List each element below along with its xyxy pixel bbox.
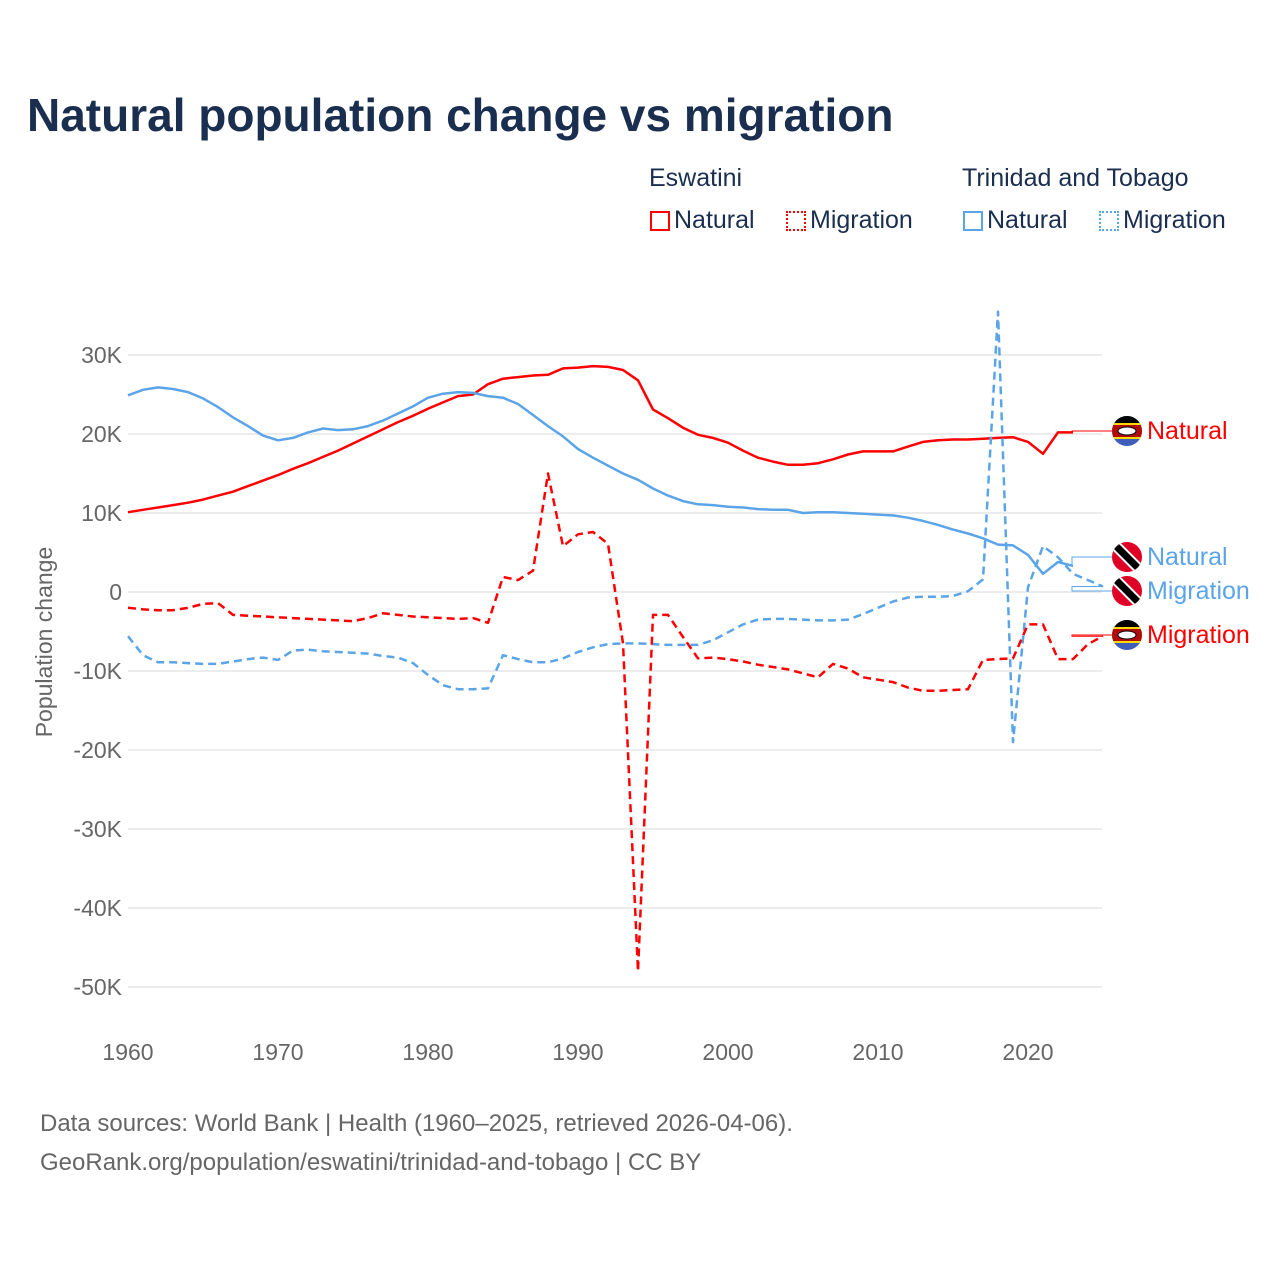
legend-eswatini-natural[interactable]: Natural	[650, 206, 755, 235]
y-tick-label: 20K	[81, 421, 123, 447]
source-line-1: Data sources: World Bank | Health (1960–…	[40, 1110, 793, 1137]
x-tick-label: 1990	[552, 1039, 603, 1065]
series-end-label: Migration	[1147, 621, 1250, 649]
legend-group-eswatini: Eswatini	[649, 164, 743, 192]
label-connector	[1071, 556, 1112, 567]
legend-tt-natural[interactable]: Natural	[963, 206, 1068, 235]
y-axis-label: Population change	[31, 547, 57, 738]
y-tick-label: -40K	[73, 895, 122, 921]
y-tick-label: 30K	[81, 342, 123, 368]
y-tick-label: 0	[109, 579, 122, 605]
legend-swatch	[1099, 211, 1119, 231]
trinidad-and-tobago-flag-icon	[1112, 576, 1142, 606]
x-tick-label: 1960	[102, 1039, 153, 1065]
series-end-label: Natural	[1147, 417, 1228, 445]
series-end-label: Migration	[1147, 577, 1250, 605]
source-line-2[interactable]: GeoRank.org/population/eswatini/trinidad…	[40, 1149, 702, 1176]
legend-label: Migration	[1123, 206, 1226, 234]
label-connector	[1071, 430, 1112, 433]
eswatini-flag-icon	[1112, 620, 1142, 650]
series-end-label: Natural	[1147, 543, 1228, 571]
y-tick-label: -30K	[73, 816, 122, 842]
chart-title: Natural population change vs migration	[27, 89, 894, 141]
x-tick-label: 2000	[702, 1039, 753, 1065]
legend-label: Natural	[674, 206, 755, 234]
legend-label: Natural	[987, 206, 1068, 234]
label-connector	[1071, 585, 1112, 592]
y-tick-label: -10K	[73, 658, 122, 684]
legend-tt-migration[interactable]: Migration	[1099, 206, 1226, 235]
legend-eswatini-migration[interactable]: Migration	[786, 206, 913, 235]
x-tick-label: 2010	[852, 1039, 903, 1065]
series-line-trinidad-and-tobago-migration	[127, 310, 1104, 744]
trinidad-and-tobago-flag-icon	[1112, 542, 1142, 572]
legend-label: Migration	[810, 206, 913, 234]
y-tick-label: -50K	[73, 974, 122, 1000]
legend-swatch	[963, 211, 983, 231]
series-line-trinidad-and-tobago-natural	[127, 386, 1074, 576]
label-connector	[1071, 634, 1112, 637]
y-tick-label: 10K	[81, 500, 123, 526]
series-line-eswatini-natural	[127, 364, 1073, 514]
eswatini-flag-icon	[1112, 416, 1142, 446]
y-tick-label: -20K	[73, 737, 122, 763]
x-tick-label: 1980	[402, 1039, 453, 1065]
x-tick-label: 2020	[1002, 1039, 1053, 1065]
legend-swatch	[650, 211, 670, 231]
x-tick-label: 1970	[252, 1039, 303, 1065]
legend-group-tt: Trinidad and Tobago	[962, 164, 1189, 192]
series-line-eswatini-migration	[127, 472, 1104, 973]
legend-swatch	[786, 211, 806, 231]
